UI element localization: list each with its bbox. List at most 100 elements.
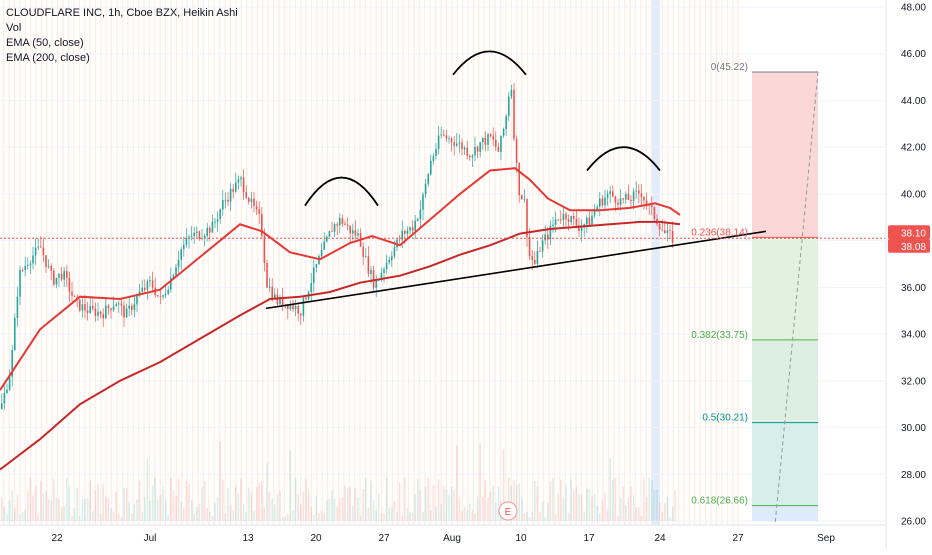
candle-body xyxy=(502,129,505,136)
candle-body xyxy=(258,209,260,214)
candle-body xyxy=(653,207,656,219)
session-stripe xyxy=(138,0,140,525)
volume-bar xyxy=(557,493,559,521)
candle-body xyxy=(505,115,507,130)
volume-bar xyxy=(302,491,305,521)
candle-body xyxy=(357,233,359,236)
head-arc[interactable] xyxy=(452,50,527,76)
price-axis[interactable] xyxy=(886,0,932,550)
volume-bar xyxy=(66,478,68,521)
candle-body xyxy=(630,199,632,202)
volume-bar xyxy=(656,489,658,521)
candle-body xyxy=(593,211,596,216)
candle-body xyxy=(66,271,68,278)
candle-body xyxy=(339,218,341,226)
candle-body xyxy=(281,297,284,307)
right-shoulder-arc[interactable] xyxy=(586,146,661,172)
session-stripe xyxy=(667,0,669,525)
candle-body xyxy=(619,198,622,205)
session-stripe xyxy=(408,0,410,525)
candle-body xyxy=(614,196,617,203)
volume-bar xyxy=(305,479,307,521)
candle-body xyxy=(596,206,598,212)
volume-bar xyxy=(227,488,229,521)
volume-bar xyxy=(458,498,461,521)
volume-bar xyxy=(167,514,169,521)
volume-bar xyxy=(450,487,453,521)
legend-title: CLOUDFLARE INC, 1h, Cboe BZX, Heikin Ash… xyxy=(6,7,238,19)
volume-bar xyxy=(159,494,162,521)
volume-bar xyxy=(614,478,617,521)
time-tick-label: 24 xyxy=(654,533,666,544)
earnings-marker[interactable]: E xyxy=(498,501,518,521)
volume-bar xyxy=(76,487,78,521)
volume-bar xyxy=(627,497,630,521)
session-stripe xyxy=(67,0,70,525)
candle-body xyxy=(255,206,258,210)
session-stripe xyxy=(462,0,464,525)
candle-body xyxy=(617,202,619,205)
session-stripe xyxy=(278,0,280,525)
volume-bar xyxy=(297,494,299,521)
volume-bar xyxy=(84,498,86,521)
fib-level-label: 0.618(26.66) xyxy=(691,496,748,507)
price-tick-label: 36.00 xyxy=(901,283,926,294)
candle-body xyxy=(157,295,159,296)
candle-body xyxy=(482,137,484,143)
session-stripe xyxy=(202,0,205,525)
candle-body xyxy=(240,177,242,180)
candle-body xyxy=(645,200,648,205)
candle-body xyxy=(50,265,52,271)
candle-body xyxy=(242,177,245,193)
volume-bar xyxy=(216,497,219,521)
volume-bar xyxy=(349,486,351,521)
session-stripe xyxy=(359,0,361,525)
left-shoulder-arc[interactable] xyxy=(304,176,379,207)
volume-bar xyxy=(362,489,364,521)
volume-bar xyxy=(414,494,416,521)
volume-bar xyxy=(383,513,385,521)
candle-body xyxy=(651,205,653,208)
volume-bar xyxy=(523,513,526,521)
candle-body xyxy=(479,142,481,152)
candle-body xyxy=(198,231,201,239)
volume-bar xyxy=(609,458,611,521)
volume-bar xyxy=(385,476,388,521)
candle-body xyxy=(409,227,411,231)
candle-body xyxy=(372,270,375,288)
time-tick-label: 10 xyxy=(515,533,527,544)
session-stripe xyxy=(672,0,674,525)
session-stripe xyxy=(132,0,134,525)
session-stripe xyxy=(618,0,620,525)
candle-body xyxy=(638,190,640,194)
candle-body xyxy=(375,280,377,288)
volume-bar xyxy=(469,503,471,521)
candle-body xyxy=(261,213,263,236)
candle-body xyxy=(79,299,81,311)
time-axis[interactable] xyxy=(0,525,885,550)
candle-body xyxy=(97,311,99,316)
candle-body xyxy=(266,262,268,288)
volume-bar xyxy=(276,494,279,521)
session-stripe xyxy=(208,0,210,525)
time-tick-label: 17 xyxy=(583,533,595,544)
candle-body xyxy=(445,135,448,139)
session-stripe xyxy=(84,0,86,525)
volume-bar xyxy=(336,506,338,521)
candle-body xyxy=(333,224,336,232)
trendline[interactable] xyxy=(265,230,767,310)
volume-bar xyxy=(632,495,635,521)
session-stripe xyxy=(386,0,388,525)
candle-body xyxy=(86,310,89,313)
volume-bar xyxy=(185,480,188,521)
volume-bar xyxy=(271,498,273,521)
earnings-circle[interactable] xyxy=(498,501,518,521)
volume-bar xyxy=(651,480,653,521)
volume-bar xyxy=(6,513,8,521)
candle-body xyxy=(552,224,554,227)
volume-bar xyxy=(580,494,583,521)
candle-body xyxy=(536,250,539,264)
session-stripe xyxy=(640,0,642,525)
volume-bar xyxy=(484,480,487,521)
